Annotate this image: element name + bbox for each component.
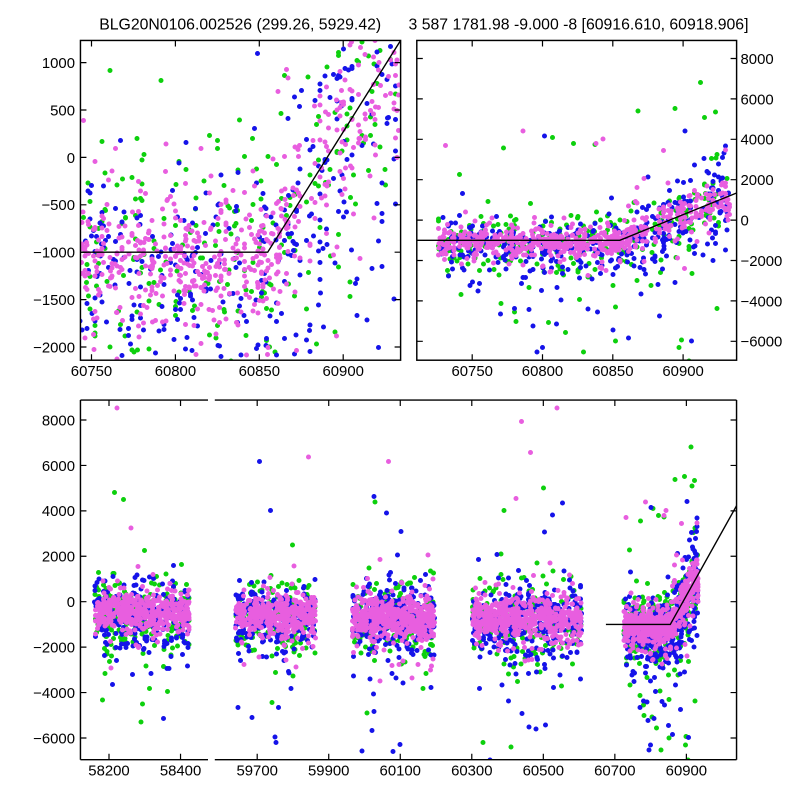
svg-text:−500: −500 xyxy=(41,198,75,214)
svg-text:−2000: −2000 xyxy=(33,340,75,356)
svg-text:500: 500 xyxy=(50,103,75,119)
svg-text:60700: 60700 xyxy=(594,763,635,779)
svg-text:−4000: −4000 xyxy=(741,294,783,310)
svg-text:0: 0 xyxy=(67,151,75,167)
svg-text:0: 0 xyxy=(741,214,749,230)
svg-text:60500: 60500 xyxy=(523,763,564,779)
svg-text:60850: 60850 xyxy=(239,364,280,380)
svg-text:58200: 58200 xyxy=(88,763,129,779)
svg-text:−1500: −1500 xyxy=(33,293,75,309)
svg-text:60100: 60100 xyxy=(380,763,421,779)
svg-text:0: 0 xyxy=(67,595,75,611)
svg-text:BLG20N0106.002526 (299.26, 592: BLG20N0106.002526 (299.26, 5929.42) xyxy=(99,17,381,34)
svg-text:−2000: −2000 xyxy=(33,641,75,657)
svg-text:2000: 2000 xyxy=(741,173,774,189)
svg-text:60900: 60900 xyxy=(322,364,363,380)
svg-text:60750: 60750 xyxy=(451,364,492,380)
svg-text:8000: 8000 xyxy=(42,413,75,429)
svg-text:8000: 8000 xyxy=(741,52,774,68)
svg-text:6000: 6000 xyxy=(741,92,774,108)
svg-text:1000: 1000 xyxy=(42,56,75,72)
svg-text:2000: 2000 xyxy=(42,550,75,566)
svg-text:60900: 60900 xyxy=(662,364,703,380)
svg-text:3 587 1781.98 -9.000 -8 [60916: 3 587 1781.98 -9.000 -8 [60916.610, 6091… xyxy=(409,17,749,34)
svg-text:58400: 58400 xyxy=(160,763,201,779)
svg-text:6000: 6000 xyxy=(42,459,75,475)
svg-text:−1000: −1000 xyxy=(33,246,75,262)
svg-text:−2000: −2000 xyxy=(741,254,783,270)
svg-text:60800: 60800 xyxy=(155,364,196,380)
svg-text:60300: 60300 xyxy=(451,763,492,779)
svg-text:−4000: −4000 xyxy=(33,686,75,702)
svg-text:4000: 4000 xyxy=(42,504,75,520)
svg-text:−6000: −6000 xyxy=(33,731,75,747)
svg-text:−6000: −6000 xyxy=(741,335,783,351)
svg-text:60900: 60900 xyxy=(666,763,707,779)
svg-text:59900: 59900 xyxy=(308,763,349,779)
svg-text:60800: 60800 xyxy=(522,364,563,380)
svg-text:60850: 60850 xyxy=(592,364,633,380)
svg-text:4000: 4000 xyxy=(741,133,774,149)
svg-text:59700: 59700 xyxy=(236,763,277,779)
svg-text:60750: 60750 xyxy=(71,364,112,380)
